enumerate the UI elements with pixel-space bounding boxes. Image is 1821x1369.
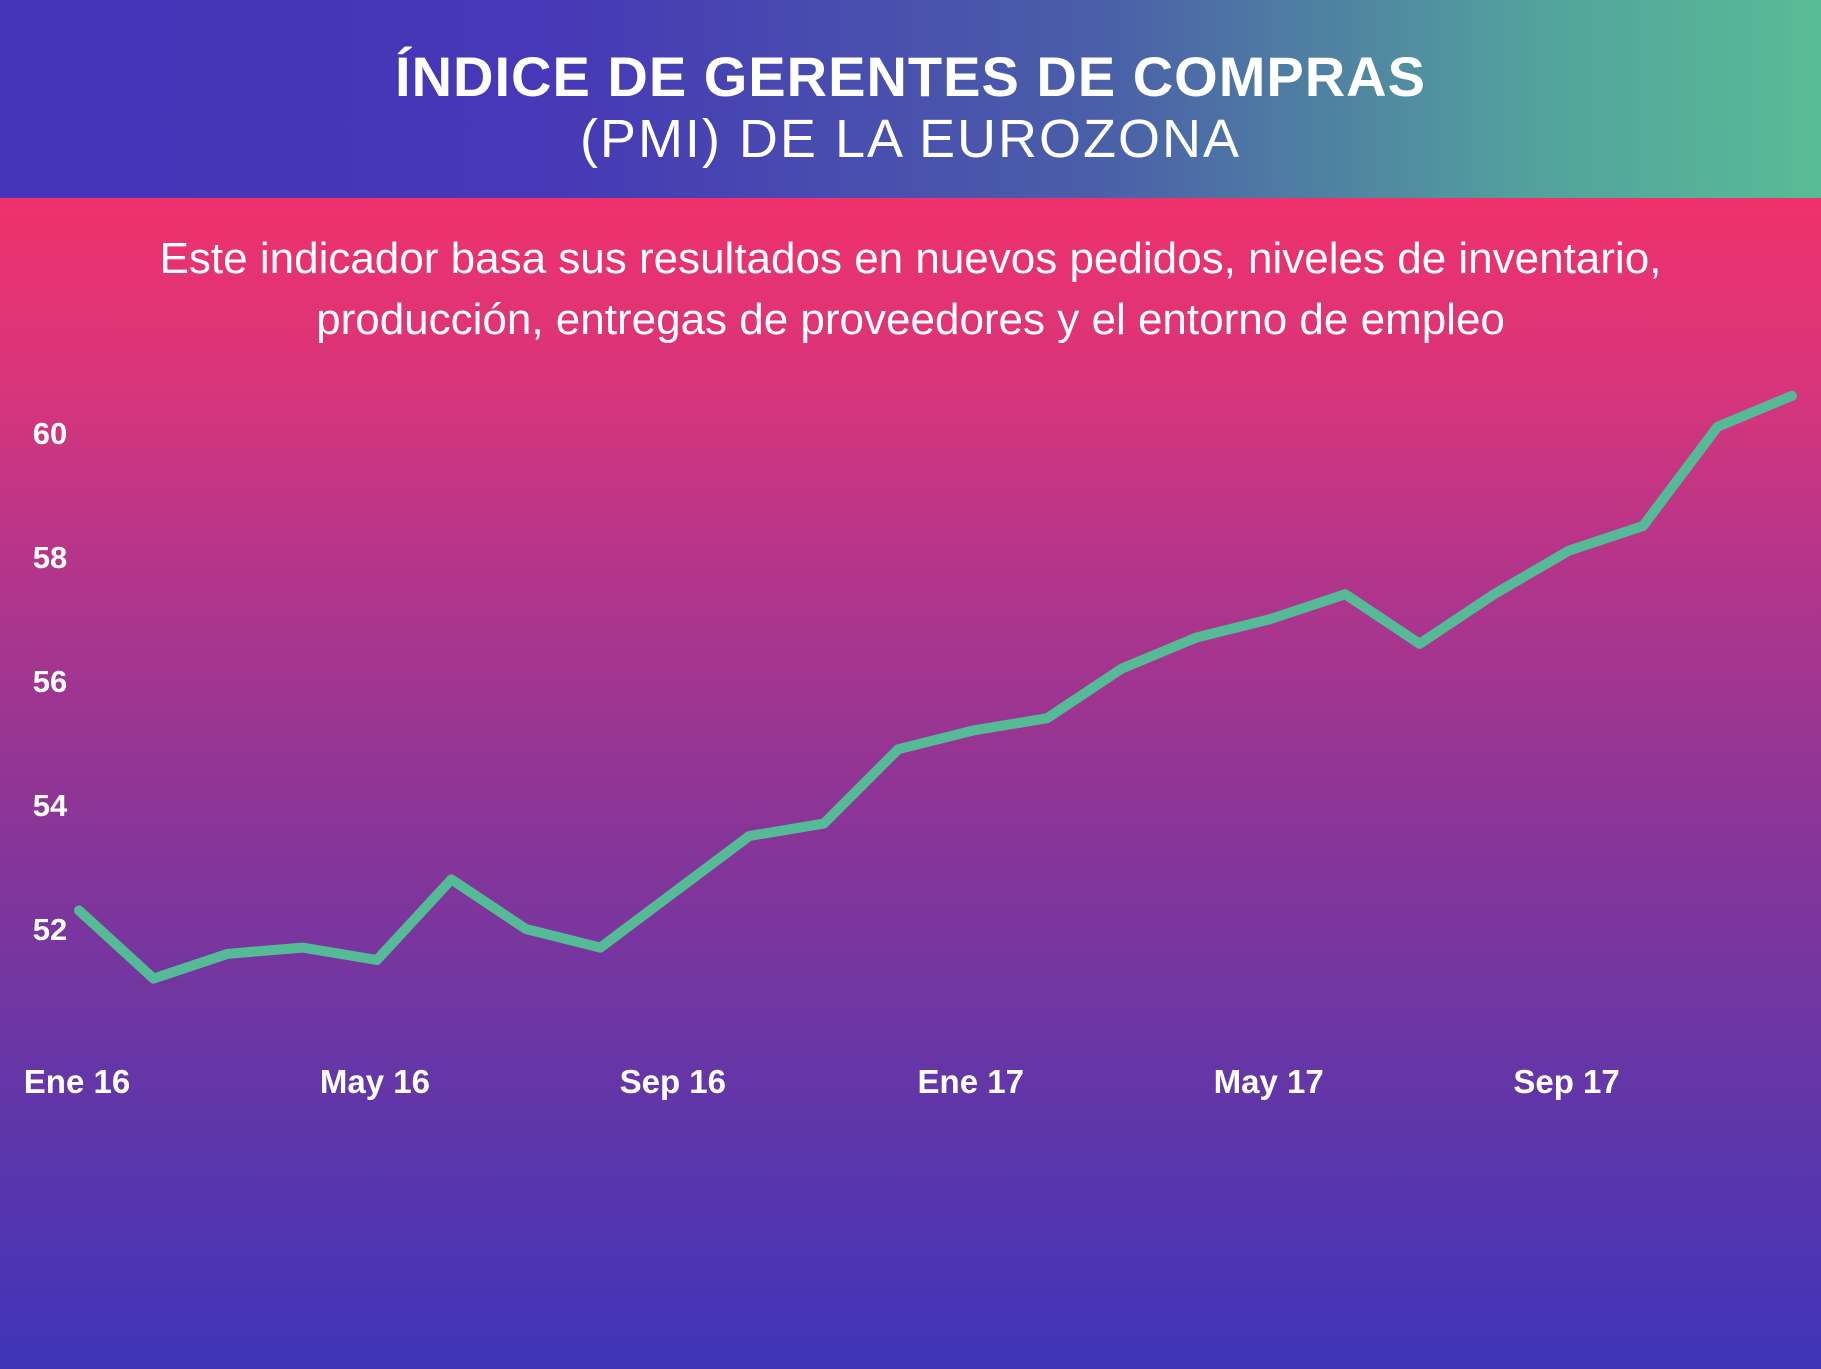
y-tick-label: 56 [33,664,67,699]
x-tick-label: Ene 17 [918,1063,1024,1100]
x-tick-label: Ene 16 [24,1063,130,1100]
chart-title: ÍNDICE DE GERENTES DE COMPRAS [395,45,1426,108]
description: Este indicador basa sus resultados en nu… [0,228,1821,350]
x-tick-label: Sep 16 [620,1063,726,1100]
y-tick-label: 52 [33,912,67,947]
description-line-1: Este indicador basa sus resultados en nu… [159,234,1662,283]
x-tick-label: May 17 [1214,1063,1324,1100]
chart-subtitle: (PMI) DE LA EUROZONA [579,109,1242,169]
description-line-2: producción, entregas de proveedores y el… [316,295,1505,344]
x-tick-label: Sep 17 [1513,1063,1619,1100]
y-tick-label: 58 [33,540,67,575]
y-tick-label: 60 [33,416,67,451]
title-banner: ÍNDICE DE GERENTES DE COMPRAS (PMI) DE L… [0,0,1821,198]
x-tick-label: May 16 [320,1063,430,1100]
y-tick-label: 54 [33,788,68,823]
series-line [74,390,1797,984]
